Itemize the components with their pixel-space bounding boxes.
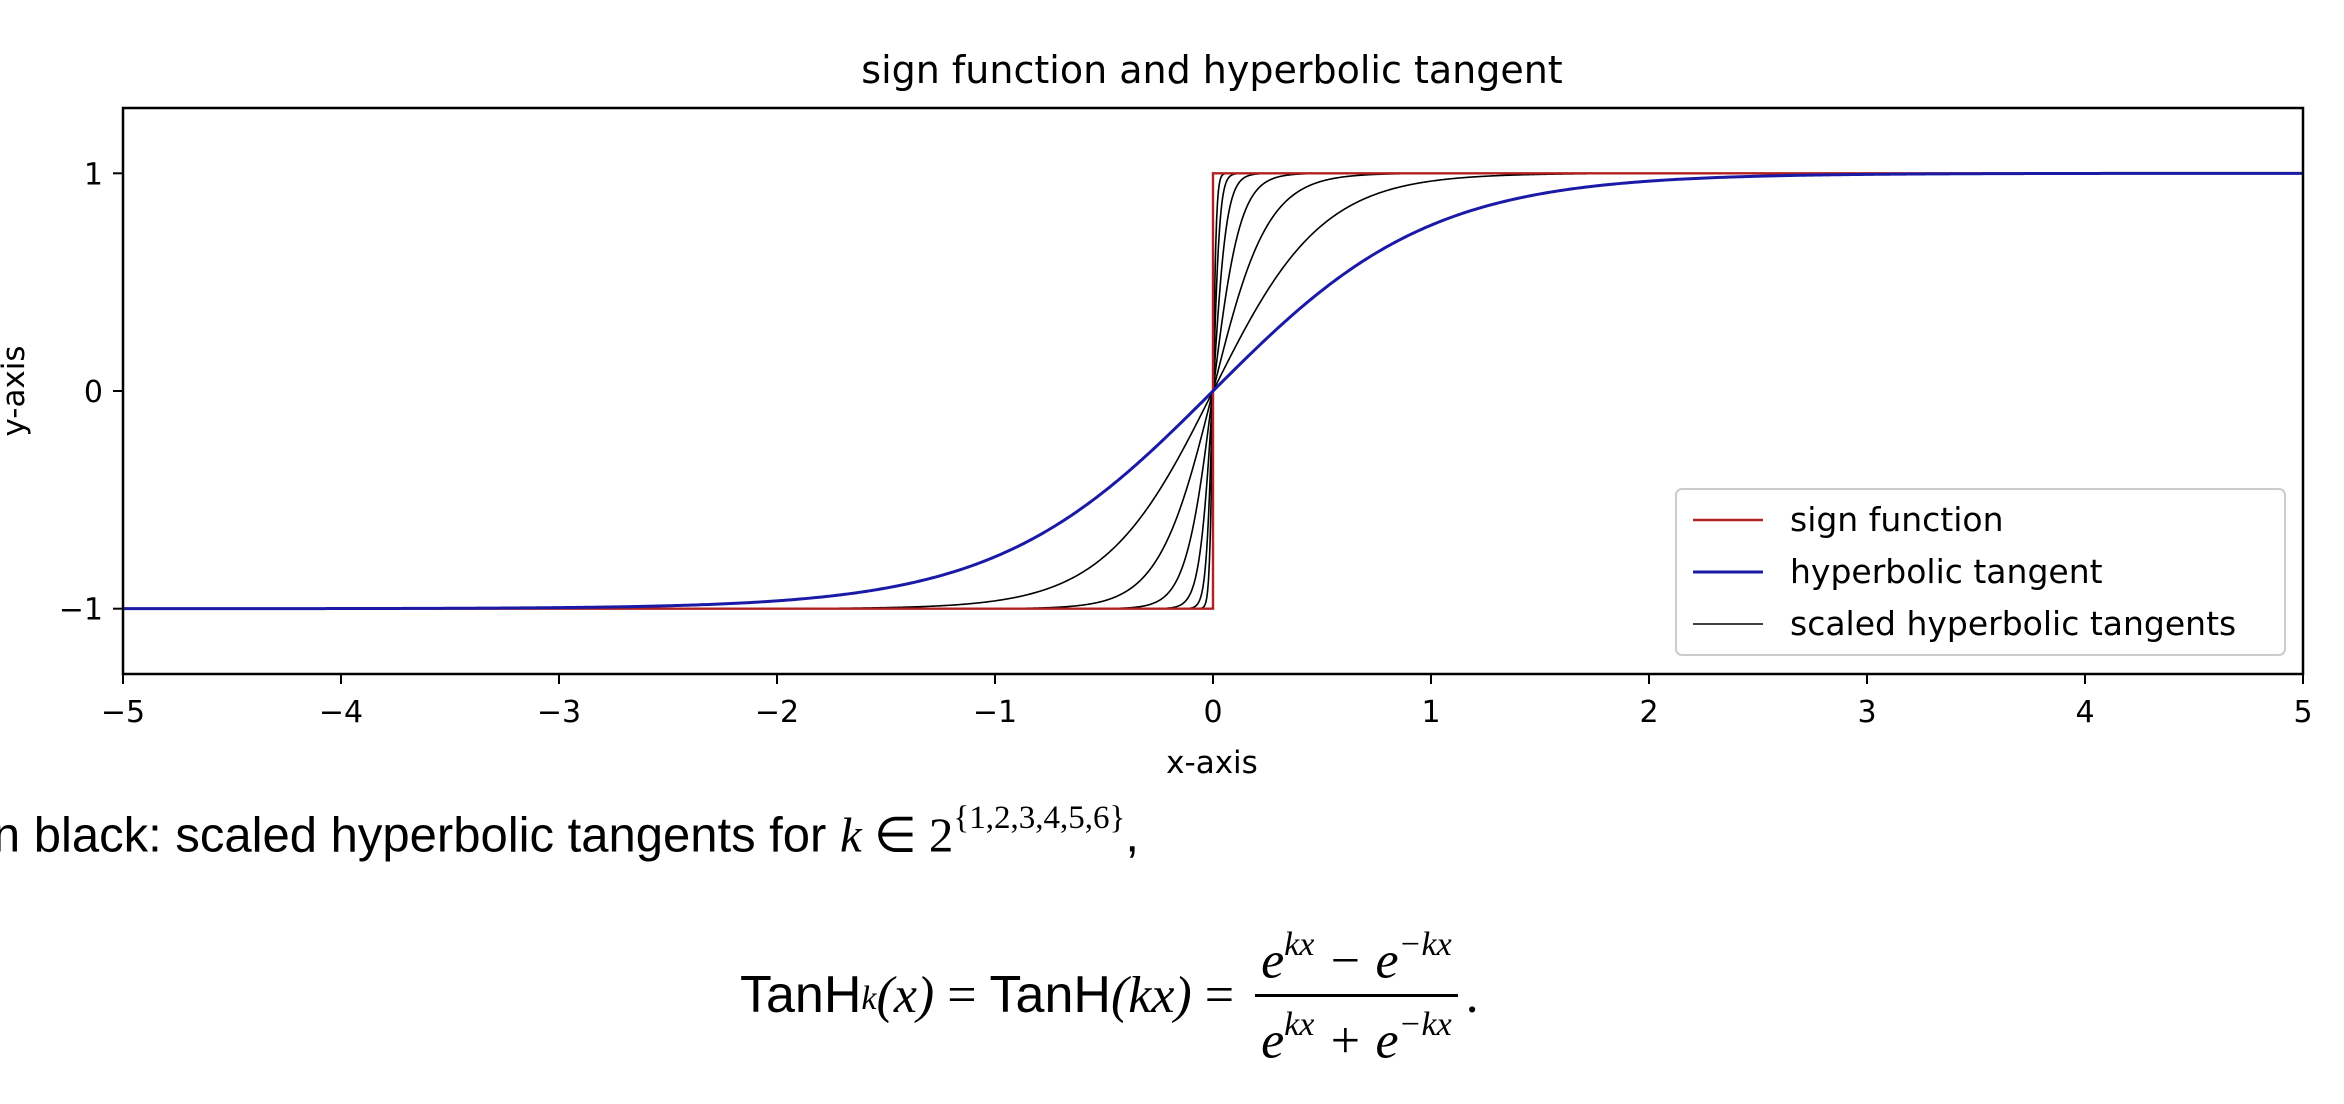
formula-mid-arg: (kx): [1110, 966, 1192, 1024]
legend-box: [1675, 488, 2286, 656]
x-tick-label: 5: [2293, 695, 2312, 730]
x-tick-label: 2: [1639, 695, 1658, 730]
fraction-bar: [1255, 993, 1458, 997]
chart: sign function and hyperbolic tangent −5−…: [0, 48, 2313, 781]
formula-eq2: =: [1191, 966, 1248, 1024]
formula-denominator: ekx + e−kx: [1255, 997, 1458, 1073]
formula-fraction: ekx − e−kx ekx + e−kx: [1255, 917, 1458, 1073]
x-tick-label: −5: [101, 695, 145, 730]
num-exp1: kx: [1284, 926, 1315, 964]
x-tick-label: 1: [1421, 695, 1440, 730]
x-tick-label: 4: [2075, 695, 2094, 730]
formula-lhs-sub: k: [861, 980, 877, 1017]
x-axis-ticks: −5 −4 −3 −2 −1 0 1 2 3 4 5: [101, 674, 2313, 730]
formula-lhs-name: TanH: [740, 966, 862, 1024]
x-tick-label: −2: [755, 695, 799, 730]
x-tick-label: 3: [1857, 695, 1876, 730]
caption-suffix: ,: [1125, 808, 1139, 863]
den-exp2: −kx: [1398, 1005, 1452, 1043]
x-tick-label: −4: [319, 695, 363, 730]
hyperbolic-tangent-line: [123, 171, 2303, 611]
formula-mid-name: TanH: [989, 966, 1111, 1024]
caption-in: ∈ 2: [861, 807, 954, 863]
num-op: − e: [1314, 932, 1399, 990]
x-axis-title: x-axis: [1166, 745, 1258, 781]
x-tick-label: −3: [537, 695, 581, 730]
formula-eq1: =: [934, 966, 990, 1024]
legend: sign function hyperbolic tangent scaled hy…: [1675, 488, 2286, 656]
den-e1: e: [1261, 1011, 1285, 1069]
tanh-formula: TanH k (x) = TanH (kx) = ekx − e−kx ekx + e…: [740, 925, 1479, 1069]
caption-k: k: [839, 807, 862, 863]
chart-title: sign function and hyperbolic tangent: [861, 48, 1562, 92]
y-tick-label: 0: [84, 375, 103, 410]
legend-scaled-hyperbolic-tangents-label: scaled hyperbolic tangents: [1790, 604, 2236, 643]
legend-hyperbolic-tangent-label: hyperbolic tangent: [1790, 552, 2103, 591]
y-tick-label: 1: [84, 157, 103, 192]
formula-numerator: ekx − e−kx: [1255, 917, 1458, 993]
caption-exponent: {1,2,3,4,5,6}: [953, 800, 1126, 836]
x-tick-label: 0: [1203, 695, 1222, 730]
caption: in black: scaled hyperbolic tangents for…: [0, 800, 1139, 863]
num-exp2: −kx: [1398, 926, 1452, 964]
legend-sign-function-label: sign function: [1790, 500, 2004, 539]
plot-area: [123, 171, 2303, 611]
y-axis-ticks: −1 0 1: [59, 157, 123, 628]
x-tick-label: −1: [973, 695, 1017, 730]
den-exp1: kx: [1284, 1005, 1315, 1043]
formula-lhs-arg: (x): [876, 966, 935, 1024]
den-op: + e: [1314, 1011, 1399, 1069]
y-tick-label: −1: [59, 593, 103, 628]
formula-end: .: [1465, 966, 1479, 1024]
caption-prefix: in black: scaled hyperbolic tangents for: [0, 808, 840, 863]
num-e1: e: [1261, 932, 1285, 990]
y-axis-title: y-axis: [0, 345, 32, 436]
